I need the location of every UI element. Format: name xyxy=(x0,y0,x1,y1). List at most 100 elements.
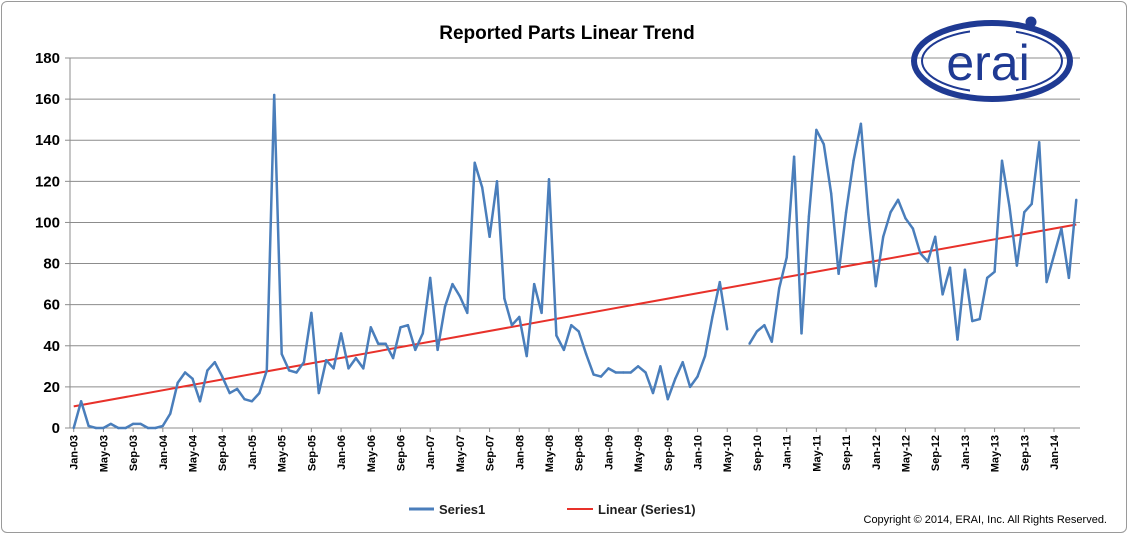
series1-point xyxy=(785,256,788,259)
series1-point xyxy=(117,426,120,430)
series1-point xyxy=(495,180,499,183)
series1-point xyxy=(926,260,929,263)
series1-point xyxy=(614,371,618,374)
series1-point xyxy=(369,326,372,329)
x-tick-label: May-09 xyxy=(633,435,645,472)
series1-point xyxy=(265,369,269,372)
series1-point xyxy=(176,381,179,384)
y-tick-label: 120 xyxy=(35,173,60,190)
series1-point xyxy=(830,192,833,195)
series1-point xyxy=(666,398,670,401)
chart-title: Reported Parts Linear Trend xyxy=(439,23,695,44)
copyright-text: Copyright © 2014, ERAI, Inc. All Rights … xyxy=(864,514,1108,526)
series1-point xyxy=(503,297,506,300)
series1-point xyxy=(948,266,952,269)
y-tick-label: 100 xyxy=(35,214,60,231)
series1-point xyxy=(250,400,254,403)
series1-point xyxy=(629,371,632,374)
series1-point xyxy=(532,282,536,286)
series1-point xyxy=(570,324,573,327)
series1-point xyxy=(755,330,759,333)
series1-point xyxy=(131,422,135,426)
series1-point xyxy=(466,311,469,315)
series1-point xyxy=(518,315,521,319)
series1-point xyxy=(763,324,766,327)
x-tick-label: Jan-14 xyxy=(1049,434,1061,470)
x-tick-label: May-12 xyxy=(900,435,912,472)
series1-point xyxy=(844,210,848,214)
legend: Series1 Linear (Series1) xyxy=(409,502,696,517)
series1-point xyxy=(480,186,484,189)
series1-point xyxy=(711,315,714,319)
x-tick-label: May-10 xyxy=(722,435,734,472)
series1-point xyxy=(525,354,528,358)
x-tick-label: Sep-12 xyxy=(930,435,942,471)
x-tick-label: Sep-03 xyxy=(128,435,140,471)
plot-area xyxy=(70,58,1080,428)
series1-point xyxy=(800,332,803,335)
series1-point xyxy=(807,215,811,218)
series1-point xyxy=(681,361,684,364)
series1-point xyxy=(674,377,677,380)
series1-point xyxy=(169,412,172,415)
series1-point xyxy=(339,332,343,335)
series1-point xyxy=(778,287,781,290)
x-tick-label: May-08 xyxy=(544,435,556,472)
series1-point xyxy=(622,371,625,374)
series1-point xyxy=(1045,280,1048,284)
series1-point xyxy=(161,424,165,428)
x-tick-label: May-04 xyxy=(188,434,200,472)
series1-point xyxy=(295,371,298,374)
series1-point xyxy=(243,398,246,401)
x-tick-label: Jan-08 xyxy=(514,435,526,470)
series1-point xyxy=(540,311,543,315)
series1-point xyxy=(221,375,224,378)
y-tick-label: 40 xyxy=(43,338,60,355)
series1-point xyxy=(703,354,707,358)
series1-point xyxy=(213,361,217,364)
series1-point xyxy=(651,391,655,395)
series1-point xyxy=(688,385,692,389)
series1-point xyxy=(428,276,432,280)
series1-point xyxy=(889,210,892,214)
series1-point xyxy=(978,317,981,321)
x-tick-label: May-07 xyxy=(455,435,467,472)
series1-point xyxy=(191,377,194,380)
series1-point xyxy=(696,375,699,378)
series1-point xyxy=(555,334,558,337)
x-tick-label: Sep-10 xyxy=(752,435,764,471)
series1-point xyxy=(421,332,424,335)
series1-point xyxy=(792,155,796,158)
y-tick-label: 80 xyxy=(43,256,60,273)
series1-point xyxy=(332,367,335,370)
series1-point xyxy=(941,293,944,296)
series1-point xyxy=(607,367,610,370)
x-tick-label: Jan-05 xyxy=(247,435,259,470)
series1-point xyxy=(584,352,588,356)
series1-point xyxy=(384,342,387,345)
x-tick-label: Sep-08 xyxy=(574,435,586,471)
x-axis-ticks: Jan-03 May-03 Sep-03 Jan-04 May-04 Sep-04 Jan-… xyxy=(69,428,1061,472)
x-tick-label: Sep-04 xyxy=(217,434,229,471)
x-tick-label: Sep-05 xyxy=(306,435,318,471)
series1-point xyxy=(956,338,959,341)
series1-point xyxy=(1052,254,1056,257)
series1-point xyxy=(347,367,350,370)
legend-series1-label: Series1 xyxy=(439,502,485,517)
series1-point xyxy=(235,387,239,391)
series1-point xyxy=(139,422,142,426)
series1-point xyxy=(599,375,603,378)
series1-point xyxy=(718,280,722,284)
x-tick-label: Jan-12 xyxy=(871,435,883,470)
series1-point xyxy=(258,391,261,395)
series1-point xyxy=(94,426,98,430)
x-tick-label: Jan-13 xyxy=(960,435,972,470)
series1-point xyxy=(87,424,90,428)
x-tick-label: May-13 xyxy=(990,435,1002,472)
x-tick-label: Jan-04 xyxy=(158,434,170,470)
x-tick-label: Jan-06 xyxy=(336,435,348,470)
series1-point xyxy=(488,235,491,239)
series1-point xyxy=(154,426,157,430)
x-tick-label: Sep-06 xyxy=(395,435,407,471)
